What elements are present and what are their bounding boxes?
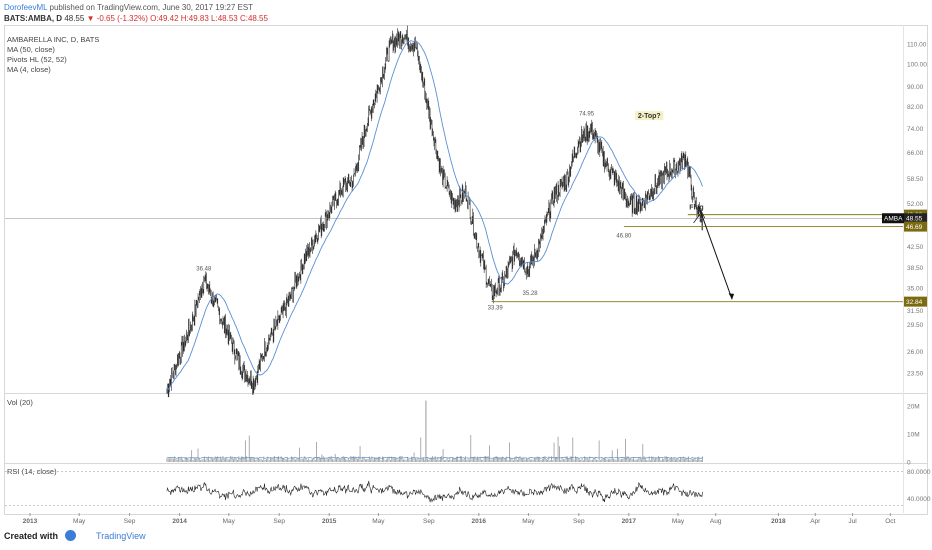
- price-legend: AMBARELLA INC, D, BATS MA (50, close) Pi…: [7, 35, 99, 75]
- rsi-y-tick: 80.0000: [907, 469, 931, 476]
- x-tick-label: 2017: [622, 518, 637, 525]
- level-badge: [904, 221, 927, 232]
- last-price: 48.55: [64, 14, 85, 23]
- y-tick-label: 26.00: [907, 349, 924, 356]
- price-annotation: 33.39: [488, 306, 504, 312]
- ohlc: O:49.42 H:49.83 L:48.53 C:48.55: [150, 14, 268, 23]
- y-tick-label: 23.50: [907, 371, 924, 378]
- x-tick-label: May: [372, 518, 385, 525]
- x-tick-label: 2015: [322, 518, 337, 525]
- y-tick-label: 100.00: [907, 62, 927, 69]
- legend-item-ma4[interactable]: MA (4, close): [7, 65, 51, 74]
- x-tick-label: 2018: [771, 518, 786, 525]
- y-tick-label: 58.50: [907, 176, 924, 183]
- price-annotation: 36.48: [196, 266, 212, 272]
- ma50-line: [166, 40, 704, 390]
- symbol-badge-label: AMBA: [884, 216, 903, 223]
- quote-line: BATS:AMBA, D 48.55 ▼ -0.65 (-1.32%) O:49…: [4, 13, 268, 24]
- symbol: BATS:AMBA, D: [4, 14, 63, 23]
- chart-header: DorofeevML published on TradingView.com,…: [4, 2, 268, 24]
- legend-title: AMBARELLA INC, D, BATS: [7, 35, 100, 44]
- symbol-badge: [882, 213, 904, 224]
- level-badge: [904, 296, 927, 307]
- y-tick-label: 82.00: [907, 104, 924, 111]
- publish-info: published on TradingView.com, June 30, 2…: [49, 3, 254, 12]
- footer: Created with TradingView: [4, 530, 146, 541]
- x-tick-label: May: [223, 518, 236, 525]
- level-badge-label: 46.69: [906, 224, 923, 231]
- y-tick-label: 38.50: [907, 265, 924, 272]
- legend-item-ma50[interactable]: MA (50, close): [7, 45, 55, 54]
- price-annotation: Flag: [689, 205, 703, 212]
- price-annotation: 74.95: [579, 111, 595, 117]
- x-tick-label: Sep: [573, 518, 585, 525]
- y-tick-label: 52.00: [907, 201, 924, 208]
- x-tick-label: May: [522, 518, 535, 525]
- x-tick-label: Apr: [810, 518, 821, 525]
- volume-ma-line: [166, 456, 703, 459]
- price-annotation: 46.80: [616, 233, 632, 239]
- rsi-y-tick: 40.0000: [907, 496, 931, 503]
- rsi-legend[interactable]: RSI (14, close): [7, 467, 57, 476]
- created-with: Created with: [4, 531, 59, 541]
- flag-pattern: [693, 211, 706, 224]
- price-annotation: 2-Top?: [638, 113, 661, 120]
- grid: [4, 25, 928, 513]
- projection-arrow: [698, 205, 733, 300]
- annotations: 36.48 33.39 35.28 74.95 46.80 2-Top? Flag: [196, 111, 735, 312]
- price-annotation: 35.28: [523, 291, 539, 297]
- y-tick-label: 90.00: [907, 84, 924, 91]
- x-tick-label: Sep: [124, 518, 136, 525]
- x-tick-label: Sep: [423, 518, 435, 525]
- arrow-head-icon: [728, 293, 735, 300]
- volume-y-tick: 0: [907, 460, 911, 467]
- x-tick-label: 2013: [23, 518, 38, 525]
- x-tick-label: May: [672, 518, 685, 525]
- x-tick-label: Aug: [710, 518, 722, 525]
- x-tick-label: Sep: [273, 518, 285, 525]
- volume-y-tick: 20M: [907, 404, 920, 411]
- volume-series: [166, 400, 703, 462]
- y-tick-label: 29.50: [907, 322, 924, 329]
- tradingview-brand[interactable]: TradingView: [96, 531, 146, 541]
- price-badge-label: 48.55: [906, 216, 923, 223]
- chart-frame: [4, 25, 928, 515]
- y-tick-label: 110.00: [907, 41, 927, 48]
- tradingview-logo-icon: [64, 530, 76, 541]
- level-badge-label: 32.84: [906, 299, 923, 306]
- note-bg: [635, 111, 664, 121]
- price-change: ▼ -0.65 (-1.32%): [86, 14, 148, 23]
- volume-legend[interactable]: Vol (20): [7, 398, 33, 407]
- rsi-series: [5, 471, 903, 506]
- y-tick-label: 74.00: [907, 126, 924, 133]
- x-tick-label: Oct: [885, 518, 895, 525]
- legend-item-pivots[interactable]: Pivots HL (52, 52): [7, 55, 67, 64]
- publisher-name[interactable]: DorofeevML: [4, 3, 48, 12]
- y-tick-label: 35.00: [907, 286, 924, 293]
- x-tick-label: 2014: [172, 518, 187, 525]
- rsi-line: [166, 480, 703, 503]
- y-tick-label: 31.50: [907, 308, 924, 315]
- x-tick-label: May: [73, 518, 86, 525]
- price-series: [166, 25, 704, 398]
- x-tick-label: 2016: [472, 518, 487, 525]
- axes: 2013 May Sep 2014 May Sep 2015 May Sep 2016 May Sep…: [23, 41, 931, 525]
- y-tick-label: 66.00: [907, 150, 924, 157]
- y-tick-label: 42.50: [907, 244, 924, 251]
- x-tick-label: Jul: [848, 518, 857, 525]
- price-badge: [904, 213, 927, 224]
- volume-y-tick: 10M: [907, 432, 920, 439]
